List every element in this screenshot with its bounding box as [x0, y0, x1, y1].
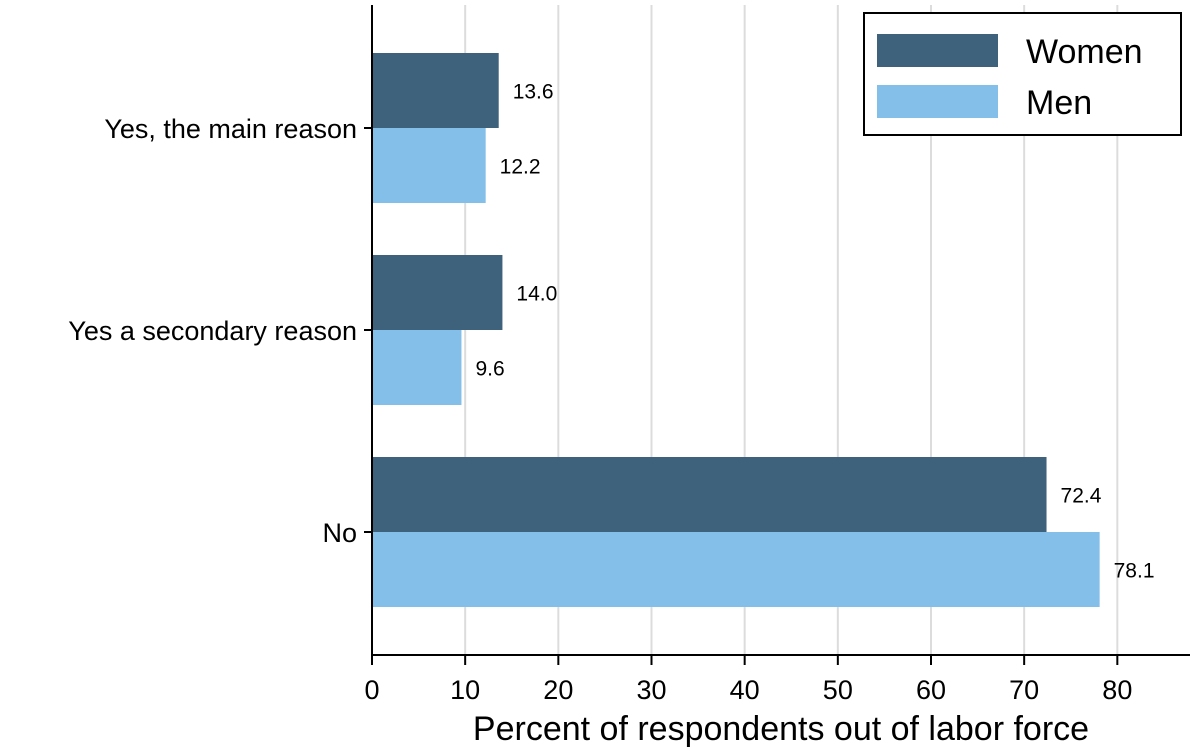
- x-axis-title: Percent of respondents out of labor forc…: [473, 710, 1089, 748]
- x-tick-label: 70: [1009, 675, 1039, 705]
- x-tick-label: 10: [450, 675, 480, 705]
- bars: [372, 53, 1100, 607]
- data-label: 12.2: [500, 156, 541, 179]
- data-label: 72.4: [1061, 485, 1102, 508]
- x-tick-label: 50: [823, 675, 853, 705]
- x-tick-label: 20: [543, 675, 573, 705]
- axes: [364, 5, 1190, 665]
- x-tick-label: 0: [364, 675, 379, 705]
- bar-men-0: [372, 128, 486, 203]
- bar-men-1: [372, 330, 462, 405]
- labels: 13.6 12.2 Yes, the main reason 14.0 9.6 Yes a…: [68, 81, 1154, 749]
- legend-swatch-women: [877, 34, 998, 67]
- bar-women-0: [372, 53, 499, 128]
- bar-women-2: [372, 457, 1047, 532]
- category-label: No: [322, 518, 357, 548]
- bar-women-1: [372, 255, 503, 330]
- category-label: Yes a secondary reason: [68, 316, 357, 346]
- category-label: Yes, the main reason: [104, 114, 357, 144]
- legend-label-men: Men: [1026, 84, 1092, 122]
- legend-swatch-men: [877, 85, 998, 118]
- bar-men-2: [372, 532, 1100, 607]
- legend-label-women: Women: [1026, 33, 1143, 71]
- data-label: 13.6: [513, 81, 554, 104]
- data-label: 78.1: [1114, 560, 1155, 583]
- legend: Women Men: [863, 12, 1182, 136]
- x-tick-label: 80: [1102, 675, 1132, 705]
- data-label: 9.6: [475, 358, 504, 381]
- x-tick-label: 40: [730, 675, 760, 705]
- x-tick-label: 30: [636, 675, 666, 705]
- data-label: 14.0: [516, 283, 557, 306]
- x-tick-label: 60: [916, 675, 946, 705]
